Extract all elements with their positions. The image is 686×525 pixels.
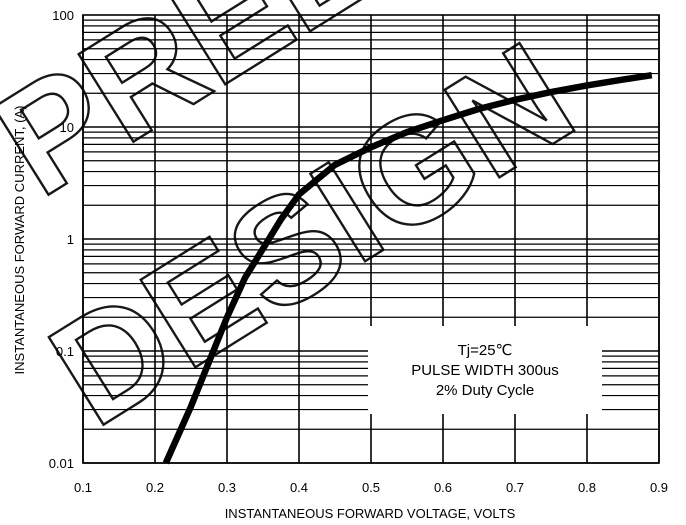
conditions-annotation: Tj=25℃ PULSE WIDTH 300us 2% Duty Cycle <box>368 326 602 414</box>
x-tick-label: 0.2 <box>146 480 164 495</box>
plot-area-frame <box>82 14 660 464</box>
x-axis-ticks: 0.1 0.2 0.3 0.4 0.5 0.6 0.7 0.8 0.9 <box>74 480 668 495</box>
y-axis-label: INSTANTANEOUS FORWARD CURRENT, (A) <box>12 106 27 375</box>
x-tick-label: 0.1 <box>74 480 92 495</box>
x-tick-label: 0.8 <box>578 480 596 495</box>
annotation-box <box>368 326 602 414</box>
y-tick-label: 10 <box>60 120 74 135</box>
x-axis-label: INSTANTANEOUS FORWARD VOLTAGE, VOLTS <box>225 506 516 521</box>
annotation-line-2: PULSE WIDTH 300us <box>411 362 559 379</box>
x-tick-label: 0.4 <box>290 480 308 495</box>
y-tick-label: 100 <box>52 8 74 23</box>
y-tick-label: 0.01 <box>49 456 74 471</box>
x-tick-label: 0.7 <box>506 480 524 495</box>
annotation-line-3: 2% Duty Cycle <box>436 382 534 399</box>
x-tick-label: 0.6 <box>434 480 452 495</box>
x-tick-label: 0.9 <box>650 480 668 495</box>
series-curve <box>162 71 653 465</box>
y-tick-label: 1 <box>67 232 74 247</box>
x-tick-label: 0.5 <box>362 480 380 495</box>
x-tick-label: 0.3 <box>218 480 236 495</box>
y-axis-ticks: 0.01 0.1 1 10 100 <box>49 8 74 471</box>
annotation-line-1: Tj=25℃ <box>458 342 513 359</box>
y-tick-label: 0.1 <box>56 344 74 359</box>
